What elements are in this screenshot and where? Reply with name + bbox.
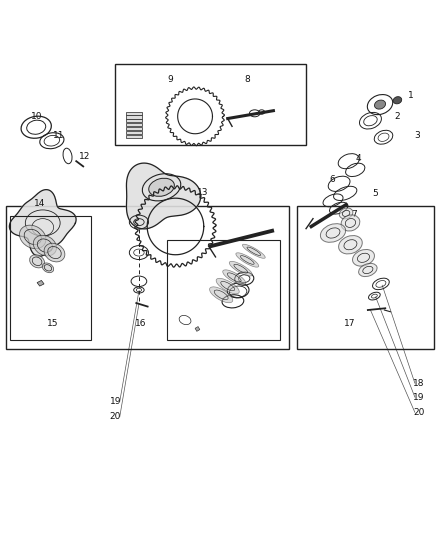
Text: 17: 17 [344, 319, 355, 328]
Text: 8: 8 [244, 75, 250, 84]
Polygon shape [37, 280, 44, 286]
Text: 20: 20 [110, 412, 121, 421]
Text: 13: 13 [197, 188, 208, 197]
Text: 19: 19 [110, 397, 121, 406]
Polygon shape [9, 190, 76, 256]
Text: 7: 7 [351, 210, 357, 219]
Ellipse shape [229, 261, 252, 276]
Ellipse shape [223, 270, 246, 285]
Ellipse shape [374, 100, 385, 109]
Text: 9: 9 [167, 75, 173, 84]
Polygon shape [127, 163, 201, 229]
Text: 10: 10 [31, 112, 42, 121]
Bar [297, 206, 434, 349]
Text: 19: 19 [413, 393, 425, 401]
Ellipse shape [242, 244, 265, 259]
Text: 11: 11 [53, 132, 64, 140]
Polygon shape [195, 327, 200, 332]
Bar [126, 135, 142, 138]
Ellipse shape [20, 225, 46, 248]
Bar [6, 206, 289, 349]
Ellipse shape [339, 208, 353, 219]
Text: 6: 6 [329, 175, 335, 184]
Ellipse shape [209, 287, 233, 303]
Ellipse shape [33, 235, 57, 256]
Ellipse shape [149, 178, 174, 196]
Bar [115, 64, 306, 144]
Bar [126, 123, 142, 126]
Text: 1: 1 [408, 91, 413, 100]
Bar [126, 111, 142, 115]
Ellipse shape [321, 224, 346, 243]
Ellipse shape [359, 263, 377, 277]
Bar [167, 240, 280, 341]
Ellipse shape [30, 255, 45, 268]
Ellipse shape [393, 96, 402, 104]
Text: 16: 16 [135, 319, 146, 328]
Ellipse shape [236, 253, 259, 267]
Text: 14: 14 [34, 199, 46, 208]
Bar [126, 127, 142, 130]
Ellipse shape [339, 236, 362, 254]
Text: 12: 12 [79, 152, 91, 161]
Ellipse shape [42, 263, 54, 273]
Ellipse shape [341, 215, 360, 231]
Bar [126, 119, 142, 123]
Text: 2: 2 [395, 112, 400, 121]
Ellipse shape [44, 243, 65, 262]
Text: 18: 18 [413, 378, 425, 387]
Bar [126, 131, 142, 134]
Bar [10, 216, 91, 341]
Ellipse shape [353, 249, 374, 266]
Bar [126, 116, 142, 118]
Text: 15: 15 [47, 319, 59, 328]
Text: 3: 3 [414, 132, 420, 140]
Ellipse shape [216, 278, 239, 294]
Text: 5: 5 [372, 189, 378, 198]
Text: 20: 20 [413, 408, 425, 417]
Text: 4: 4 [356, 154, 361, 163]
